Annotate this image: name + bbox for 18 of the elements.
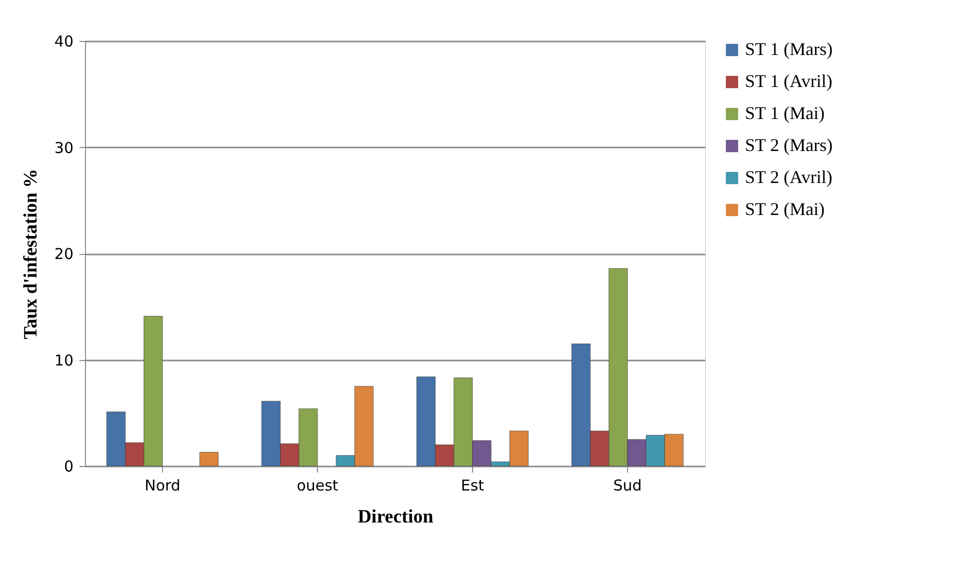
y-tick-label: 20 (54, 245, 74, 263)
x-tick-label: Sud (613, 476, 642, 494)
legend-label: ST 2 (Avril) (745, 167, 832, 187)
legend-label: ST 1 (Mai) (745, 103, 825, 123)
x-tick-label: Nord (144, 476, 180, 494)
legend-label: ST 1 (Avril) (745, 71, 832, 91)
y-axis-title: Taux d'infestation % (20, 168, 42, 340)
legend-label: ST 2 (Mars) (745, 135, 833, 155)
y-tick-label: 10 (54, 351, 74, 370)
y-tick-label: 0 (64, 458, 74, 476)
y-tick-label: 40 (54, 32, 74, 50)
x-tick-label: Est (460, 476, 484, 494)
x-axis-title: Direction (358, 506, 434, 528)
legend-label: ST 1 (Mars) (745, 39, 833, 59)
bar (199, 452, 219, 466)
x-tick-label: ouest (296, 476, 338, 494)
legend-label: ST 2 (Mai) (745, 199, 825, 219)
y-tick-label: 30 (54, 138, 74, 157)
